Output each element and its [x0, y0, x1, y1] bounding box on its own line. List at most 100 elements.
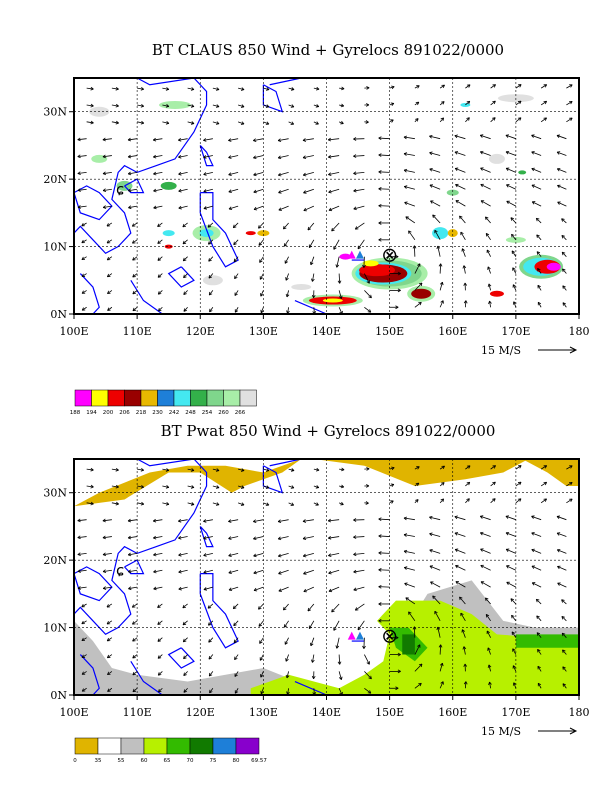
wind-arrow [208, 671, 214, 677]
wind-arrow [364, 501, 369, 505]
colorbar-tick-label: 55 [118, 758, 125, 764]
colorbar-tick-label: 230 [152, 410, 163, 416]
wind-arrow [187, 121, 195, 125]
wind-arrow [203, 519, 213, 523]
wind-arrow [480, 200, 491, 207]
wind-arrow [278, 569, 289, 575]
bt-cluster-small [160, 181, 177, 190]
wind-arrow [339, 467, 345, 472]
wind-arrow [430, 200, 441, 207]
wind-arrow [284, 637, 289, 645]
wind-arrow [557, 565, 567, 571]
x-tick-label: 110E [123, 706, 152, 719]
vector-scale-label: 15 M/S [481, 344, 521, 357]
wind-arrow [208, 637, 214, 643]
wind-arrow [490, 100, 496, 106]
gyre-center-marker: ⊗ [381, 624, 398, 648]
wind-arrow [389, 652, 401, 657]
wind-arrow [463, 282, 468, 291]
wind-arrow [157, 603, 163, 608]
wind-arrow [182, 603, 188, 609]
wind-arrow [260, 688, 264, 695]
bt-cluster-small [245, 231, 256, 236]
y-tick-label: 0N [50, 689, 67, 702]
wind-arrow [311, 671, 316, 680]
wind-arrow [132, 671, 138, 676]
wind-arrow [566, 117, 573, 123]
wind-arrow [328, 154, 340, 159]
wind-arrow [209, 688, 214, 694]
wind-arrow [111, 86, 119, 91]
wind-arrow [232, 603, 239, 610]
wind-arrow [285, 671, 290, 679]
wind-arrow [490, 117, 496, 123]
wind-arrow [187, 87, 195, 91]
wind-arrow [414, 499, 419, 504]
wind-arrow [465, 498, 470, 504]
wind-arrow [111, 120, 119, 125]
wind-arrow [157, 222, 163, 227]
wind-arrow [232, 222, 239, 229]
wind-arrow [253, 519, 264, 523]
wind-arrow [153, 205, 163, 210]
wind-arrow [403, 549, 415, 554]
wind-arrow [208, 256, 214, 262]
wind-arrow [162, 468, 170, 472]
wind-arrow [102, 586, 112, 590]
y-tick-label: 20N [43, 554, 67, 567]
wind-arrow [557, 184, 567, 190]
wind-arrow [485, 613, 491, 622]
wind-arrow [540, 100, 548, 106]
wind-arrow [187, 468, 195, 472]
wind-arrow [162, 502, 170, 506]
wind-arrow [132, 687, 138, 693]
wind-arrow [307, 603, 315, 612]
bt-shaded-field [89, 94, 564, 307]
wind-arrow [460, 231, 466, 241]
hurricane-symbol: ɕ [116, 180, 124, 198]
wind-arrow [259, 273, 264, 280]
wind-arrow [490, 498, 496, 504]
bt-cluster-small [162, 230, 175, 237]
wind-arrow [487, 283, 492, 291]
wind-arrow [439, 681, 444, 689]
wind-arrow [378, 187, 390, 191]
colorbar-swatch [91, 389, 109, 407]
wind-arrow [153, 552, 163, 557]
wind-arrow [307, 222, 315, 231]
wind-arrow [258, 620, 264, 627]
wind-arrow [77, 535, 87, 540]
wind-arrow [178, 518, 188, 523]
wind-arrow [328, 188, 340, 194]
wind-arrow [485, 232, 491, 241]
wind-arrow [81, 290, 87, 294]
wind-arrow [283, 222, 289, 230]
coastline [199, 526, 214, 548]
wind-arrow [512, 301, 517, 308]
wind-arrow [131, 603, 138, 608]
wind-arrow [439, 498, 445, 504]
vector-scale-arrowhead [569, 727, 578, 735]
wind-arrow [77, 154, 87, 159]
wind-arrow [302, 536, 314, 541]
wind-arrow [561, 235, 567, 241]
wind-arrow [389, 686, 399, 691]
wind-arrow [106, 256, 113, 261]
wind-arrow [389, 483, 395, 487]
wind-arrow [364, 120, 369, 124]
bt-cluster-small [257, 230, 270, 237]
coastline [269, 77, 340, 86]
bt-cluster-small [199, 229, 214, 238]
wind-arrow [303, 188, 315, 194]
wind-arrow [234, 273, 239, 280]
wind-arrow [353, 586, 365, 592]
wind-arrow [414, 482, 420, 487]
wind-arrow [203, 188, 213, 193]
bt-cloud-patch [518, 170, 527, 175]
wind-arrow [432, 595, 441, 605]
wind-arrow [183, 306, 188, 312]
x-tick-label: 160E [438, 706, 467, 719]
colorbar-swatch [120, 737, 145, 755]
wind-arrow [102, 171, 112, 176]
wind-arrow [238, 87, 245, 91]
